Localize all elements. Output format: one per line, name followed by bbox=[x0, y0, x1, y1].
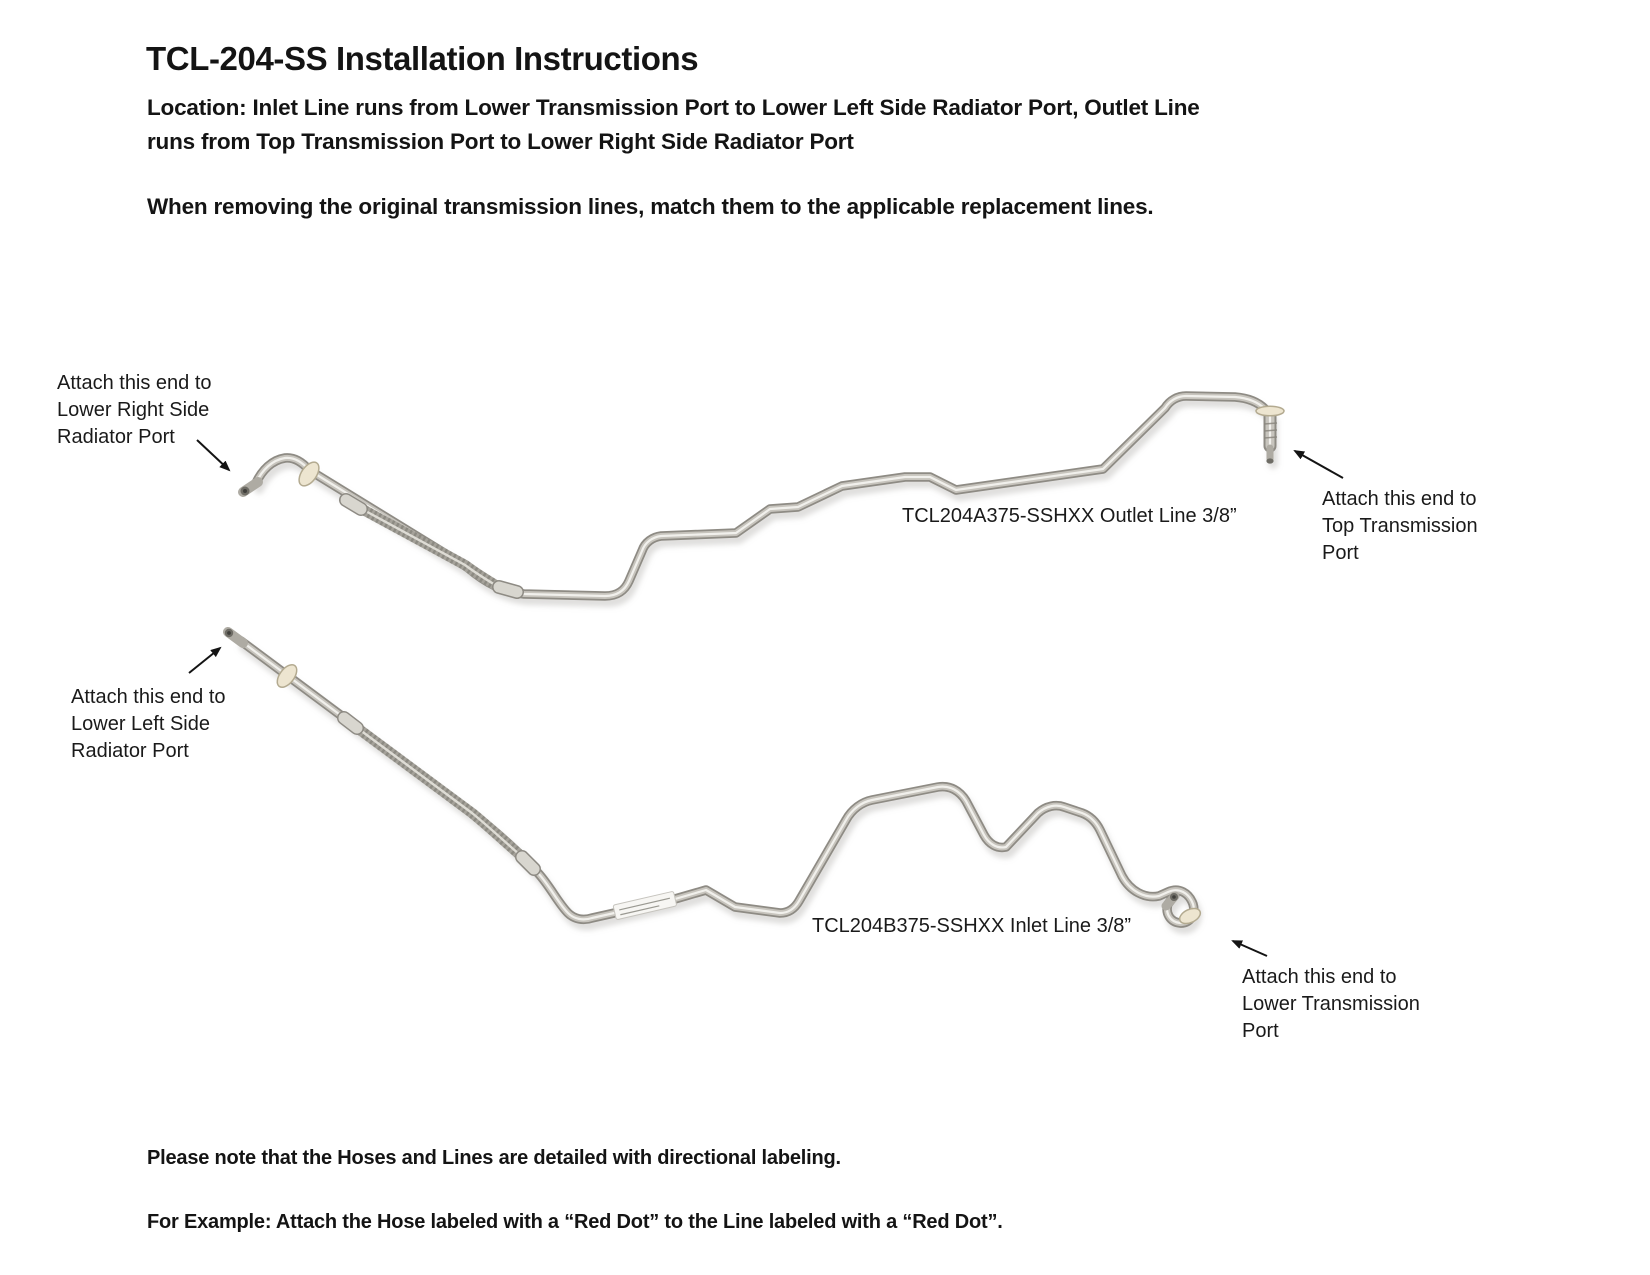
annotation-outlet-left: Attach this end to Lower Right Side Radi… bbox=[57, 372, 212, 448]
outlet-line-washer-right bbox=[1255, 405, 1285, 417]
inlet-line-part-sticker bbox=[612, 891, 677, 920]
arrow-to-inlet-right-end bbox=[1231, 940, 1268, 957]
photo-shadows bbox=[239, 397, 1278, 934]
footer-note-line2: For Example: Attach the Hose labeled wit… bbox=[147, 1211, 1003, 1233]
annotation-outlet-right: Attach this end to Top Transmission Port bbox=[1322, 488, 1478, 564]
location-text: Location: Inlet Line runs from Lower Tra… bbox=[147, 95, 1200, 154]
inlet-line-end-fitting-right bbox=[1161, 891, 1202, 925]
inlet-line-photo bbox=[223, 627, 1202, 928]
outlet-line-grommet-left bbox=[298, 461, 320, 487]
annotation-inlet-right: Attach this end to Lower Transmission Po… bbox=[1242, 966, 1420, 1042]
footer-note: Please note that the Hoses and Lines are… bbox=[147, 1110, 1003, 1270]
inlet-line-end-fitting-left bbox=[223, 627, 248, 648]
inlet-line-grommet-left bbox=[276, 663, 298, 689]
annotation-inlet-left: Attach this end to Lower Left Side Radia… bbox=[71, 686, 226, 762]
inlet-line-tube bbox=[236, 636, 1199, 928]
outlet-line-tube bbox=[251, 391, 1275, 601]
outlet-line-end-fitting-right bbox=[1255, 405, 1285, 464]
outlet-line-braided-hose bbox=[339, 493, 524, 599]
outlet-line-part-label: TCL204A375-SSHXX Outlet Line 3/8” bbox=[902, 505, 1237, 527]
outlet-line-photo bbox=[238, 391, 1285, 601]
footer-note-line1: Please note that the Hoses and Lines are… bbox=[147, 1147, 841, 1169]
inlet-line-part-label: TCL204B375-SSHXX Inlet Line 3/8” bbox=[812, 915, 1132, 937]
instruction-text: When removing the original transmission … bbox=[147, 194, 1154, 219]
outlet-line-end-fitting-left bbox=[238, 477, 263, 497]
arrow-to-outlet-left-end bbox=[196, 439, 231, 472]
page-title: TCL-204-SS Installation Instructions bbox=[146, 40, 699, 77]
inlet-line-braided-hose bbox=[337, 711, 541, 876]
arrow-to-inlet-left-end bbox=[188, 646, 222, 674]
arrow-to-outlet-right-end bbox=[1293, 450, 1344, 479]
